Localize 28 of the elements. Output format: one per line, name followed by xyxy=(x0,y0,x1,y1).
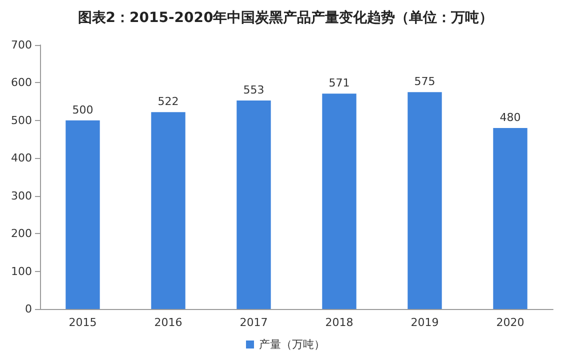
y-tick-label: 100 xyxy=(11,264,32,278)
data-label: 522 xyxy=(158,95,179,108)
y-tick-label: 300 xyxy=(11,189,32,202)
chart-title: 图表2：2015-2020年中国炭黑产品产量变化趋势（单位：万吨） xyxy=(78,9,494,26)
x-tick-label: 2018 xyxy=(325,316,354,329)
legend-label: 产量（万吨） xyxy=(259,338,325,351)
data-label: 480 xyxy=(500,110,521,124)
data-label: 500 xyxy=(72,103,94,116)
bar xyxy=(151,112,186,309)
data-label: 553 xyxy=(243,83,264,96)
x-tick-label: 2017 xyxy=(240,316,268,329)
data-label: 571 xyxy=(328,76,350,90)
y-tick-label: 0 xyxy=(25,302,32,316)
y-tick-label: 500 xyxy=(11,114,32,127)
bar xyxy=(236,100,271,309)
x-tick-label: 2016 xyxy=(154,316,182,329)
x-tick-label: 2019 xyxy=(410,316,439,329)
y-tick-label: 600 xyxy=(11,76,32,90)
bar xyxy=(322,94,356,309)
x-tick-label: 2020 xyxy=(496,316,524,329)
y-tick-label: 700 xyxy=(11,38,32,52)
bar xyxy=(408,92,442,309)
bar xyxy=(66,120,100,309)
y-tick-label: 400 xyxy=(11,152,32,165)
bar xyxy=(493,128,528,309)
data-label: 575 xyxy=(414,75,436,88)
y-tick-label: 200 xyxy=(11,227,32,240)
x-tick-label: 2015 xyxy=(68,316,97,329)
